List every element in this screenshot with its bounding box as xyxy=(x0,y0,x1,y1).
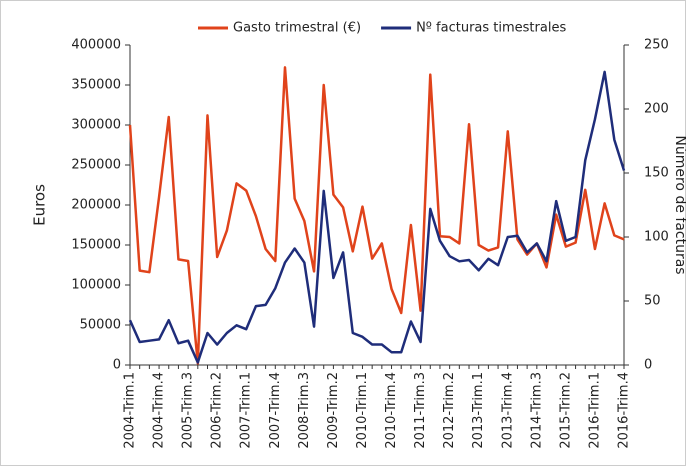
y-axis-label: Euros xyxy=(31,184,49,226)
x-tick-label: 2011-Trim.3 xyxy=(413,372,428,449)
y-tick-label: 50000 xyxy=(80,318,121,333)
y-tick-label: 100000 xyxy=(71,278,121,293)
x-tick-label: 2014-Trim.3 xyxy=(529,372,544,449)
x-tick-label: 2004-Trim.1 xyxy=(123,372,138,449)
y2-tick-label: 150 xyxy=(644,166,669,181)
x-tick-label: 2015-Trim.2 xyxy=(558,372,573,449)
x-tick-label: 2016-Trim.4 xyxy=(617,372,632,449)
y2-tick-label: 250 xyxy=(644,38,669,53)
x-tick-label: 2010-Trim.4 xyxy=(384,372,399,449)
x-tick-label: 2007-Trim.4 xyxy=(268,372,283,449)
y-tick-label: 0 xyxy=(113,358,121,373)
x-tick-label: 2016-Trim.1 xyxy=(587,372,602,449)
series-line xyxy=(128,70,626,364)
y-tick-label: 350000 xyxy=(71,78,121,93)
y-tick-label: 200000 xyxy=(71,198,121,213)
x-tick-label: 2012-Trim.2 xyxy=(442,372,457,449)
legend-label: Gasto trimestral (€) xyxy=(233,21,361,36)
x-tick-label: 2013-Trim.1 xyxy=(471,372,486,449)
y2-tick-label: 200 xyxy=(644,102,669,117)
y2-tick-label: 100 xyxy=(644,230,669,245)
y2-axis-label: Número de facturas xyxy=(672,135,686,274)
y-tick-label: 250000 xyxy=(71,158,121,173)
x-tick-label: 2010-Trim.1 xyxy=(355,372,370,449)
legend-label: Nº facturas timestrales xyxy=(416,21,566,36)
y2-tick-label: 50 xyxy=(644,294,661,309)
y-tick-label: 150000 xyxy=(71,238,121,253)
series-line xyxy=(128,66,625,365)
x-tick-label: 2005-Trim.3 xyxy=(181,372,196,449)
x-tick-label: 2007-Trim.1 xyxy=(239,372,254,449)
x-tick-label: 2008-Trim.3 xyxy=(297,372,312,449)
x-tick-label: 2009-Trim.2 xyxy=(326,372,341,449)
y-tick-label: 300000 xyxy=(71,118,121,133)
x-tick-label: 2004-Trim.4 xyxy=(152,372,167,449)
x-tick-label: 2006-Trim.2 xyxy=(210,372,225,449)
y2-tick-label: 0 xyxy=(644,358,652,373)
x-tick-label: 2013-Trim.4 xyxy=(500,372,515,449)
y-tick-label: 400000 xyxy=(71,38,121,53)
